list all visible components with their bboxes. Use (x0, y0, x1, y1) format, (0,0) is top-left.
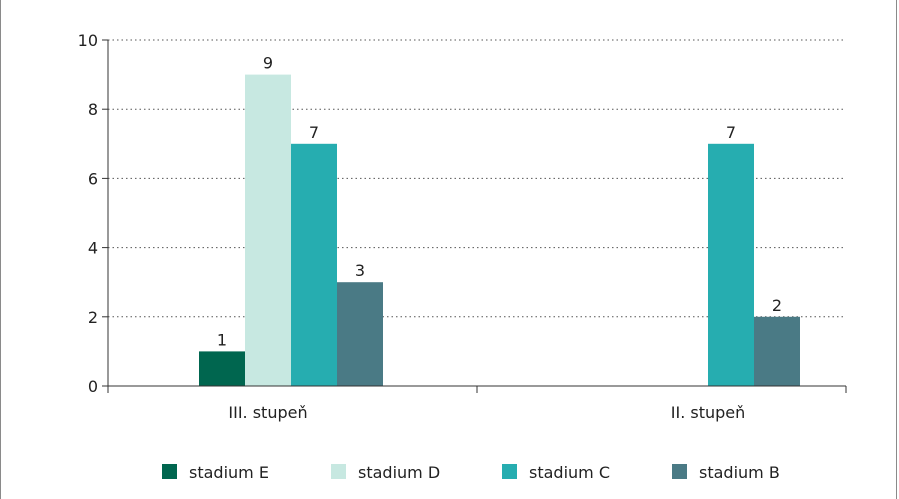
data-label-stadium-E-0: 1 (217, 330, 227, 349)
legend-label-stadium-E: stadium E (189, 463, 269, 482)
legend-swatch-stadium-E (162, 464, 177, 479)
data-label-stadium-D-0: 9 (263, 54, 273, 73)
legend-label-stadium-C: stadium C (529, 463, 610, 482)
gridlines (108, 39, 846, 318)
y-tick-label-0: 0 (88, 377, 98, 396)
y-tick-label-6: 6 (88, 169, 98, 188)
bar-stadium-D-0 (245, 74, 291, 386)
legend-swatch-stadium-B (672, 464, 687, 479)
y-tick-label-4: 4 (88, 239, 98, 258)
bar-stadium-B-0 (337, 282, 383, 386)
legend-swatch-stadium-C (502, 464, 517, 479)
bar-stadium-E-0 (199, 351, 245, 386)
data-label-stadium-C-0: 7 (309, 123, 319, 142)
data-label-stadium-B-0: 3 (355, 261, 365, 280)
bar-stadium-B-1 (754, 316, 800, 386)
bars (199, 74, 800, 386)
x-tick-label-0: III. stupeň (228, 403, 307, 422)
legend-label-stadium-D: stadium D (358, 463, 440, 482)
y-tick-label-10: 10 (78, 31, 98, 50)
bar-stadium-C-0 (291, 143, 337, 386)
data-label-stadium-B-1: 2 (772, 296, 782, 315)
data-label-stadium-C-1: 7 (726, 123, 736, 142)
legend-label-stadium-B: stadium B (699, 463, 780, 482)
x-tick-label-1: II. stupeň (671, 403, 746, 422)
legend: stadium E stadium D stadium C stadium B (162, 463, 780, 482)
labels: 0 2 4 6 8 10 1 9 7 3 III. stupeň 7 2 II. stupeň (78, 31, 782, 422)
legend-swatch-stadium-D (331, 464, 346, 479)
axes (102, 39, 847, 393)
y-tick-label-2: 2 (88, 308, 98, 327)
y-tick-label-8: 8 (88, 100, 98, 119)
bar-stadium-C-1 (708, 143, 754, 386)
